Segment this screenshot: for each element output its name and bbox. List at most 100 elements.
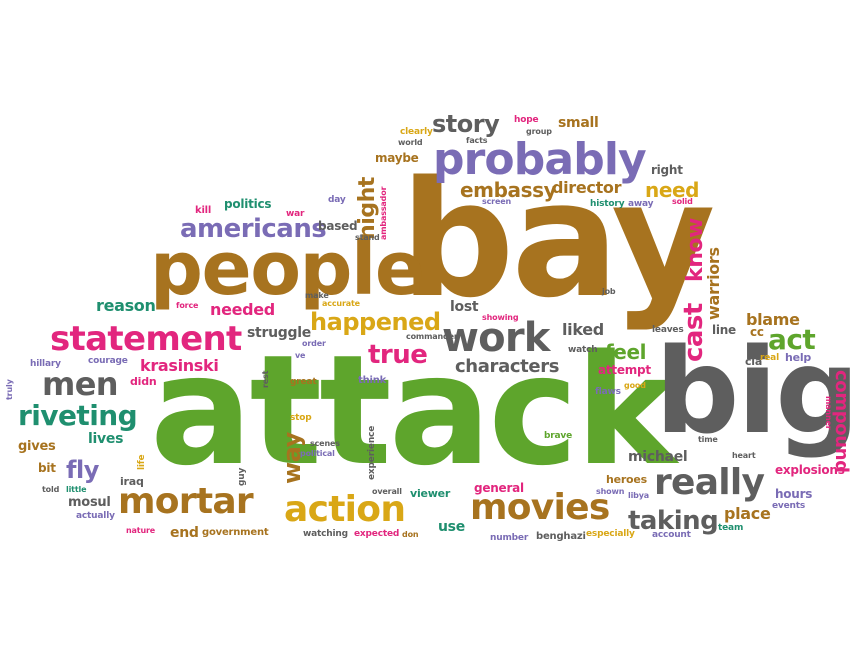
word-hope: hope (514, 115, 539, 125)
word-warriors: warriors (704, 247, 723, 320)
word-shown: shown (596, 487, 625, 496)
word-struggle: struggle (247, 325, 311, 341)
word-brave: brave (544, 431, 573, 441)
word-expected: expected (354, 529, 400, 539)
word-order: order (302, 339, 326, 348)
word-end: end (170, 525, 199, 541)
word-use: use (438, 519, 465, 535)
word-americans: americans (180, 214, 327, 244)
word-great: great (290, 377, 317, 387)
word-watching: watching (303, 529, 348, 539)
word-small: small (558, 115, 599, 131)
word-big: big (655, 322, 860, 460)
word-war: war (286, 209, 305, 219)
word-mortar: mortar (118, 481, 254, 522)
word-history: history (590, 199, 625, 209)
word-told: told (42, 485, 60, 494)
word-embassy: embassy (460, 178, 557, 202)
word-heart: heart (732, 451, 756, 460)
word-day: day (328, 195, 346, 205)
word-work: work (442, 315, 550, 361)
word-action: action (284, 489, 406, 530)
word-make: make (305, 291, 329, 300)
word-needed: needed (210, 300, 275, 319)
word-benghazi: benghazi (536, 531, 586, 542)
word-probably: probably (433, 134, 647, 185)
word-night: night (355, 177, 380, 240)
word-maybe: maybe (375, 151, 419, 165)
word-account: account (652, 530, 691, 540)
word-courage: courage (88, 356, 128, 366)
word-people: people (150, 226, 425, 312)
word-don: don (402, 530, 419, 539)
word-time: time (698, 435, 718, 444)
word-attack: attack (150, 322, 676, 499)
word-job: job (602, 287, 616, 296)
word-really: really (654, 462, 765, 503)
word-watch: watch (568, 345, 598, 355)
word-hillary: hillary (30, 359, 61, 369)
word-truly: truly (5, 379, 14, 400)
word-statement: statement (50, 319, 242, 359)
word-lost: lost (450, 299, 479, 315)
word-heroes: heroes (606, 473, 647, 486)
word-line: line (712, 323, 736, 337)
word-compound: compound (831, 370, 852, 473)
word-based: based (318, 219, 358, 233)
word-way: way (278, 432, 306, 484)
word-krasinski: krasinski (140, 356, 219, 375)
word-group: group (526, 127, 552, 136)
word-liked: liked (562, 320, 604, 339)
word-right: right (651, 163, 683, 177)
word-politics: politics (224, 197, 272, 211)
word-blame: blame (746, 310, 800, 329)
word-ve: ve (295, 351, 306, 360)
word-taking: taking (628, 506, 719, 536)
word-stop: stop (290, 413, 312, 423)
word-riveting: riveting (18, 399, 138, 432)
word-away: away (628, 199, 654, 209)
word-men: men (42, 365, 119, 403)
word-facts: facts (466, 136, 488, 145)
word-explosions: explosions (775, 463, 845, 477)
word-showing: showing (482, 313, 519, 322)
word-number: number (490, 533, 529, 543)
word-kill: kill (195, 205, 212, 216)
word-good: good (624, 381, 646, 390)
word-bit: bit (38, 461, 56, 475)
word-ambassador: ambassador (379, 186, 388, 240)
word-think: think (358, 375, 387, 386)
word-attempt: attempt (598, 363, 651, 377)
word-rest: rest (261, 370, 270, 388)
word-team: team (718, 523, 744, 533)
word-manner: manner (824, 396, 833, 430)
word-stand: stand (355, 233, 380, 242)
word-reason: reason (96, 296, 156, 315)
word-lives: lives (88, 431, 124, 447)
word-experience: experience (367, 425, 377, 480)
word-michael: michael (628, 449, 688, 465)
word-flaws: flaws (595, 387, 621, 397)
word-act: act (768, 323, 816, 356)
word-feel: feel (605, 340, 647, 364)
word-cia: cia (745, 355, 763, 368)
word-political: political (300, 449, 335, 458)
word-viewer: viewer (410, 487, 451, 500)
word-hours: hours (775, 487, 813, 501)
word-general: general (474, 481, 524, 495)
word-real: real (760, 353, 779, 363)
word-accurate: accurate (322, 299, 360, 308)
word-commander: commander (406, 332, 458, 341)
word-events: events (772, 501, 806, 511)
word-libya: libya (628, 491, 650, 500)
word-movies: movies (470, 487, 610, 528)
word-mosul: mosul (68, 495, 111, 510)
word-actually: actually (76, 511, 115, 521)
word-little: little (66, 485, 87, 494)
word-fly: fly (66, 456, 99, 484)
word-bay: bay (400, 146, 715, 333)
word-clearly: clearly (400, 127, 433, 137)
word-cc: cc (750, 325, 764, 339)
word-happened: happened (310, 308, 441, 336)
